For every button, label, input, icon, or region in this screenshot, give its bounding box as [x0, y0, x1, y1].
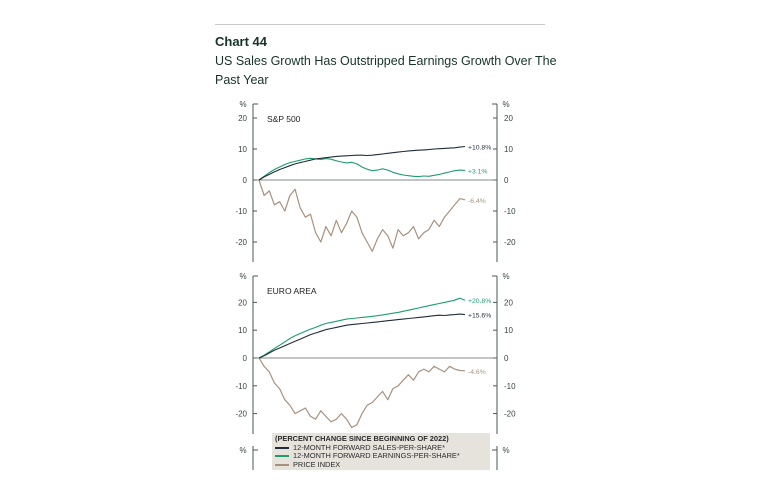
panel1-tick-label-left-20: 20 [238, 114, 247, 123]
panel1-tick-label-right--10: -10 [504, 207, 516, 216]
panel1-unit-left: % [239, 100, 246, 109]
panel2-series-earnings [258, 297, 466, 359]
panel2-unit-left: % [239, 272, 246, 281]
legend-label-price: PRICE INDEX [293, 459, 341, 469]
panel1-unit-right: % [502, 100, 509, 109]
legend-swatch-price [275, 464, 289, 467]
panel1-tick-label-right-20: 20 [504, 114, 513, 123]
panel2-series-price [258, 357, 466, 429]
panel2-tick-label-left-20: 20 [238, 298, 247, 307]
panel2-tick-label-left--20: -20 [235, 410, 247, 419]
panel2-end-label-earnings: +20.8% [468, 298, 491, 305]
panel1-end-label-price: -6.4% [468, 198, 486, 205]
panel2-end-label-price: -4.6% [468, 369, 486, 376]
panel2-tick-label-right-10: 10 [504, 326, 513, 335]
panel2-label: EURO AREA [267, 286, 317, 296]
chart-title: US Sales Growth Has Outstripped Earnings… [215, 54, 557, 87]
panel1-end-label-earnings: +3.1% [468, 168, 487, 175]
legend: (PERCENT CHANGE SINCE BEGINNING OF 2022)… [272, 433, 490, 470]
panel3-unit-left: % [239, 446, 246, 455]
panel1-tick-label-right--20: -20 [504, 238, 516, 247]
chart-number: Chart 44 [215, 34, 268, 49]
panel1-end-label-sales: +10.8% [468, 145, 491, 152]
panel1-tick-label-left--10: -10 [235, 207, 247, 216]
panel1-tick-label-left--20: -20 [235, 238, 247, 247]
panel1-tick-label-right-0: 0 [504, 176, 509, 185]
panel1-series-sales [258, 145, 466, 181]
panel1-series-earnings [258, 157, 466, 181]
panel2-tick-label-right--20: -20 [504, 410, 516, 419]
panel3-unit-right: % [502, 446, 509, 455]
panel2-end-label-sales: +15.6% [468, 313, 491, 320]
panel2-tick-label-right-20: 20 [504, 298, 513, 307]
panel2-tick-label-left-10: 10 [238, 326, 247, 335]
panel1-series-price [258, 179, 466, 252]
panel2-tick-label-right-0: 0 [504, 354, 509, 363]
panel2-tick-label-right--10: -10 [504, 382, 516, 391]
panel2-tick-label-left--10: -10 [235, 382, 247, 391]
panel1-tick-label-left-10: 10 [238, 145, 247, 154]
panel1-tick-label-right-10: 10 [504, 145, 513, 154]
legend-item-price: PRICE INDEX [272, 459, 490, 470]
legend-item-sales: 12-MONTH FORWARD SALES-PER-SHARE* [272, 442, 490, 453]
panel2-series-sales [258, 313, 466, 359]
panel1-tick-label-left-0: 0 [243, 176, 248, 185]
panel2-unit-right: % [502, 272, 509, 281]
panel2-tick-label-left-0: 0 [243, 354, 248, 363]
legend-label-earnings: 12-MONTH FORWARD EARNINGS-PER-SHARE* [293, 451, 460, 461]
legend-swatch-sales [275, 446, 289, 449]
legend-label-sales: 12-MONTH FORWARD SALES-PER-SHARE* [293, 442, 445, 452]
top-rule [215, 24, 545, 25]
legend-swatch-earnings [275, 455, 289, 458]
legend-header: (PERCENT CHANGE SINCE BEGINNING OF 2022) [275, 434, 449, 443]
panel1-label: S&P 500 [267, 114, 301, 124]
legend-item-earnings: 12-MONTH FORWARD EARNINGS-PER-SHARE* [272, 452, 490, 461]
